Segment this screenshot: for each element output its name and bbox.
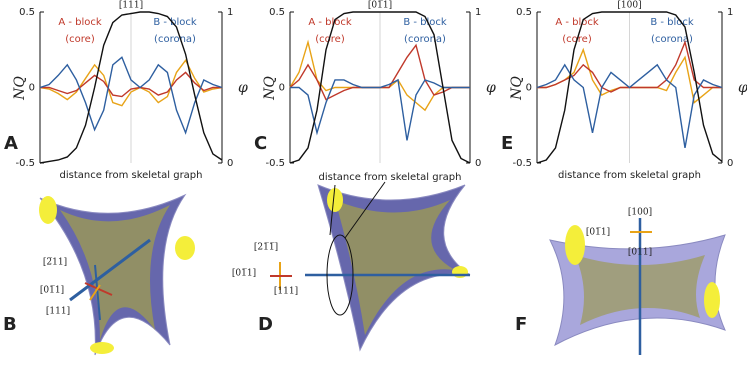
y-tick-label: 0.5	[516, 7, 532, 18]
y-tick-label: -0.5	[265, 158, 285, 169]
y-tick-label: 0.5	[19, 7, 35, 18]
direction-label: [01̅1]	[40, 286, 64, 296]
y2-axis-label: φ	[238, 80, 248, 96]
panel-label: D	[258, 314, 273, 335]
series-line	[290, 78, 470, 141]
direction-label: [100]	[628, 208, 652, 218]
render-f	[549, 218, 726, 355]
direction-label: [21̅1̅]	[254, 243, 278, 253]
direction-label: [01̅1]	[586, 228, 610, 238]
legend-detail: (corona)	[651, 34, 693, 45]
direction-label: [111]	[46, 307, 70, 317]
y2-tick-label: 0	[475, 158, 481, 169]
render-d	[270, 181, 471, 352]
y-tick-label: 0.5	[269, 7, 285, 18]
legend-detail: (corona)	[404, 34, 446, 45]
y-axis-label: NQ	[12, 76, 28, 101]
legend-detail: (corona)	[154, 34, 196, 45]
panel-label: A	[4, 133, 18, 154]
y-tick-label: -0.5	[15, 158, 35, 169]
y-tick-label: 0	[29, 83, 35, 94]
y2-tick-label: 1	[727, 7, 733, 18]
y2-tick-label: 1	[227, 7, 233, 18]
y2-axis-label: φ	[486, 80, 496, 96]
y2-tick-label: 0	[727, 158, 733, 169]
series-line	[536, 63, 723, 149]
legend-label: B - block	[153, 17, 197, 28]
legend-label: A - block	[58, 17, 102, 28]
chart-title: [100]	[617, 1, 641, 11]
direction-label: [2̅11]	[43, 258, 67, 268]
chart-title: [01̅1]	[368, 1, 392, 11]
legend-label: B - block	[403, 17, 447, 28]
y-tick-label: -0.5	[512, 158, 532, 169]
legend-label: A - block	[555, 17, 599, 28]
annotation: distance from skeletal graph	[318, 172, 461, 183]
panel-label: B	[3, 314, 17, 335]
y-tick-label: 0	[526, 83, 532, 94]
y-tick-label: 0	[279, 83, 285, 94]
legend-detail: (core)	[65, 34, 95, 45]
series-line	[39, 11, 223, 164]
y-axis-label: NQ	[262, 76, 278, 101]
y2-tick-label: 1	[475, 7, 481, 18]
y2-tick-label: 0	[227, 158, 233, 169]
legend-label: A - block	[308, 17, 352, 28]
panel-label: E	[501, 133, 513, 154]
direction-label: [111]	[274, 287, 298, 297]
series-line	[39, 56, 223, 135]
direction-label: [01̅1]	[232, 269, 256, 279]
y-axis-label: NQ	[509, 76, 525, 101]
render-b	[39, 193, 195, 356]
panel-label: F	[515, 314, 527, 335]
panel-label: C	[254, 133, 267, 154]
legend-detail: (core)	[315, 34, 345, 45]
legend-label: B - block	[650, 17, 694, 28]
x-axis-label: distance from skeletal graph	[59, 170, 202, 181]
direction-label: [011]	[628, 248, 652, 258]
y2-axis-label: φ	[738, 80, 747, 96]
chart-title: [111]	[119, 1, 143, 11]
x-axis-label: distance from skeletal graph	[558, 170, 701, 181]
series-line	[289, 11, 471, 164]
series-line	[536, 11, 723, 164]
series-line	[39, 58, 223, 107]
